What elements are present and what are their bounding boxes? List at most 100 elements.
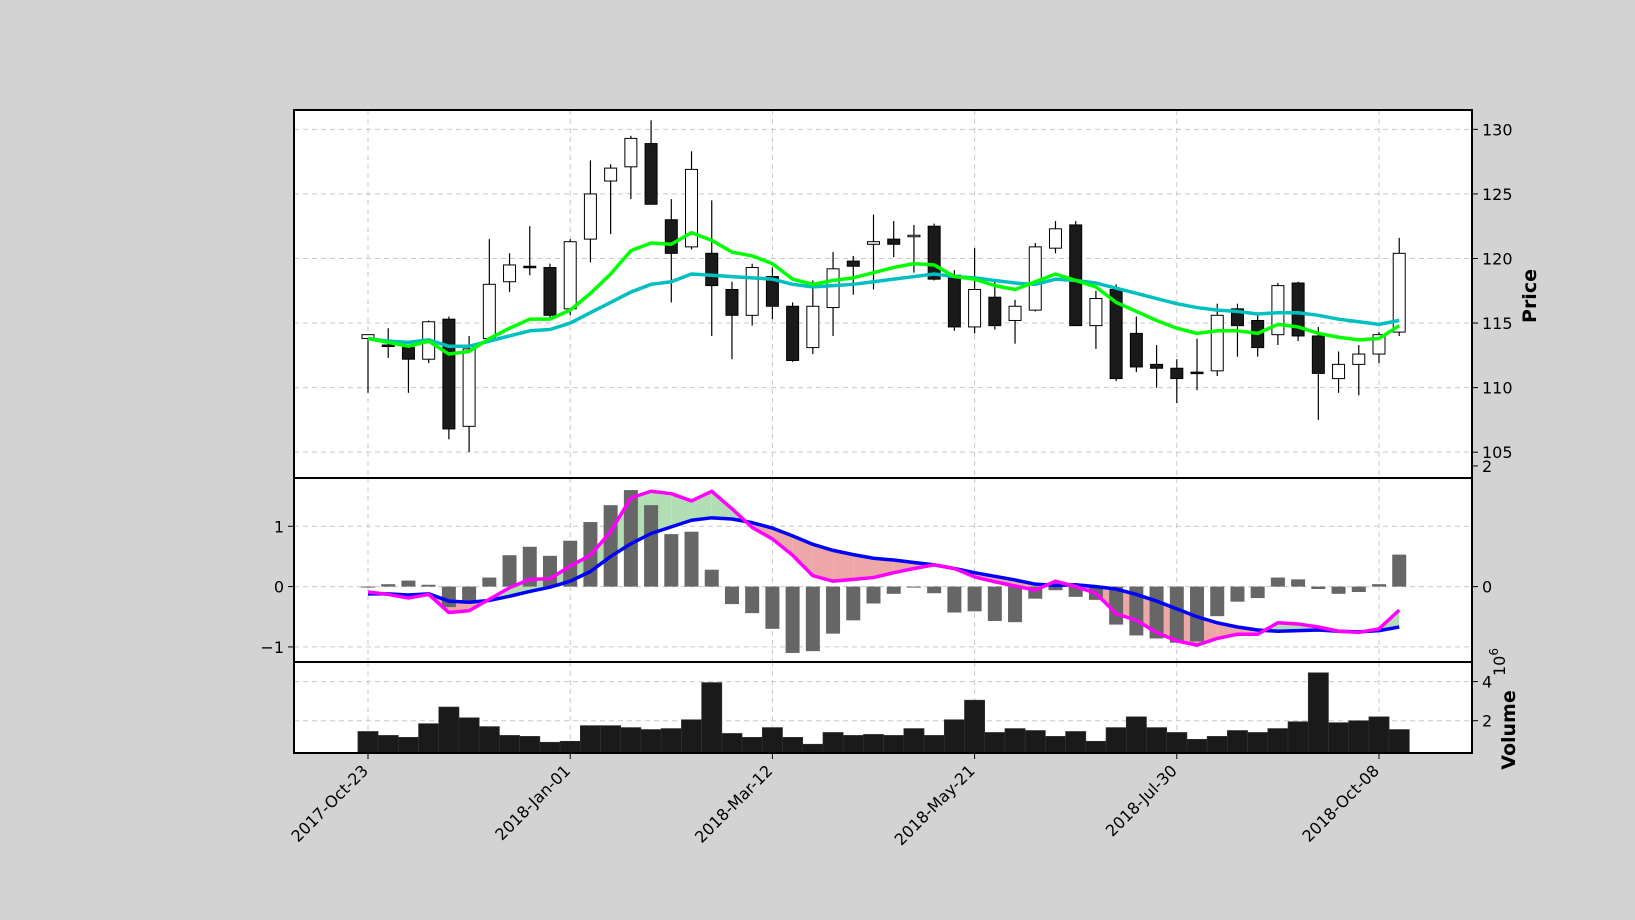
volume-bar bbox=[1024, 730, 1046, 754]
candle-up bbox=[1210, 314, 1224, 372]
price-axis-label: Price bbox=[1519, 269, 1541, 323]
x-tick-label: 2018-May-21 bbox=[891, 761, 979, 849]
candle-up bbox=[826, 268, 840, 309]
volume-bar bbox=[1348, 720, 1370, 754]
candle-down bbox=[401, 347, 415, 360]
macd-histogram-bar bbox=[684, 531, 699, 587]
volume-bar bbox=[600, 725, 622, 754]
macd-histogram-bar bbox=[987, 586, 1002, 621]
price-tick-label: 105 bbox=[1482, 443, 1513, 462]
volume-offset-label: 106 bbox=[1487, 648, 1509, 676]
macd-histogram-bar bbox=[1190, 586, 1205, 642]
candle-up bbox=[1332, 363, 1346, 380]
volume-bar bbox=[1368, 716, 1390, 754]
macd-histogram-bar bbox=[381, 584, 396, 587]
volume-bar bbox=[1388, 729, 1410, 754]
volume-tick-label: 2 bbox=[1482, 712, 1492, 731]
candle-up bbox=[968, 288, 982, 328]
candle-down bbox=[381, 344, 395, 348]
volume-axis-label: Volume bbox=[1498, 690, 1520, 769]
macd-line bbox=[367, 489, 1401, 647]
volume-bar bbox=[640, 729, 662, 754]
candle-down bbox=[765, 276, 779, 307]
volume-bar bbox=[1227, 730, 1248, 754]
macd-histogram-bar bbox=[482, 577, 497, 587]
macd-histogram-bar bbox=[421, 584, 436, 587]
macd-histogram-bar bbox=[542, 555, 557, 587]
macd-histogram-bar bbox=[1109, 586, 1124, 625]
volume-bar bbox=[903, 728, 925, 754]
macd-fill-below bbox=[853, 554, 874, 580]
x-tick-label: 2018-Jan-01 bbox=[491, 761, 574, 844]
macd-histogram-bar bbox=[906, 586, 921, 588]
candle-up bbox=[482, 283, 496, 340]
macd-histogram-bar bbox=[947, 586, 962, 613]
candle-up bbox=[1271, 285, 1285, 336]
candle-down bbox=[725, 288, 739, 316]
macd-histogram-bar bbox=[1270, 577, 1285, 587]
volume-bar bbox=[1206, 736, 1228, 754]
candle-up bbox=[624, 137, 638, 168]
candle-up bbox=[1392, 252, 1406, 333]
candle-down bbox=[1150, 363, 1164, 369]
macd-histogram-bar bbox=[745, 586, 760, 614]
volume-bar bbox=[660, 728, 682, 754]
volume-bar bbox=[681, 719, 702, 754]
candle-down bbox=[1291, 282, 1305, 337]
volume-bar bbox=[519, 736, 541, 754]
macd-fill-above bbox=[711, 491, 732, 520]
macd-histogram-bar bbox=[1169, 586, 1184, 643]
macd-histogram-bar bbox=[623, 490, 638, 587]
macd-histogram-bar bbox=[1291, 579, 1306, 587]
price-panel: 105 110 115 120 125 130 bbox=[293, 109, 1513, 479]
candle-up bbox=[1008, 305, 1022, 321]
candle-down bbox=[442, 318, 456, 430]
volume-bar bbox=[458, 717, 480, 754]
volume-bar bbox=[1307, 672, 1329, 754]
macd-histogram-bar bbox=[1230, 586, 1245, 602]
volume-bar bbox=[1186, 739, 1208, 754]
x-tick-label: 2017-Oct-23 bbox=[287, 761, 372, 846]
ema-fast-line bbox=[367, 230, 1401, 356]
volume-bar bbox=[438, 706, 460, 754]
macd-fill-above bbox=[671, 493, 692, 527]
macd-histogram-bar bbox=[1210, 586, 1225, 617]
candle-down bbox=[1190, 371, 1204, 375]
candle-down bbox=[927, 225, 941, 280]
volume-bar bbox=[539, 741, 561, 754]
macd-left-tick-label: 1 bbox=[274, 517, 284, 536]
candle-up bbox=[745, 267, 759, 316]
candle-up bbox=[907, 234, 921, 238]
volume-bar bbox=[499, 735, 520, 754]
macd-histogram-bar bbox=[664, 534, 679, 587]
volume-bar bbox=[1166, 732, 1188, 754]
volume-tick-label: 4 bbox=[1482, 673, 1492, 692]
volume-offset-exponent: 6 bbox=[1487, 648, 1501, 656]
volume-bar bbox=[398, 737, 419, 754]
volume-bar bbox=[580, 725, 601, 754]
volume-bar bbox=[943, 719, 965, 754]
volume-bar bbox=[802, 743, 824, 754]
candle-down bbox=[523, 265, 537, 269]
macd-histogram-bar bbox=[1250, 586, 1265, 599]
volume-bar bbox=[741, 737, 763, 754]
candle-up bbox=[583, 193, 597, 240]
macd-histogram-bar bbox=[462, 586, 477, 602]
macd-histogram-bar bbox=[1331, 586, 1346, 594]
candle-up bbox=[806, 305, 820, 349]
macd-histogram-bar bbox=[1048, 586, 1063, 591]
macd-histogram-bar bbox=[1068, 586, 1083, 597]
macd-histogram-bar bbox=[1392, 554, 1407, 587]
x-tick-label: 2018-Mar-12 bbox=[691, 761, 776, 846]
macd-histogram-bar bbox=[1008, 586, 1023, 623]
candle-up bbox=[1048, 228, 1062, 249]
macd-signal-line bbox=[368, 516, 1400, 634]
macd-histogram-bar bbox=[724, 586, 739, 605]
candle-up bbox=[867, 241, 880, 245]
volume-bar bbox=[1065, 731, 1087, 754]
volume-bar bbox=[478, 726, 500, 754]
volume-panel-border bbox=[293, 661, 1473, 754]
macd-histogram-bar bbox=[886, 586, 901, 594]
